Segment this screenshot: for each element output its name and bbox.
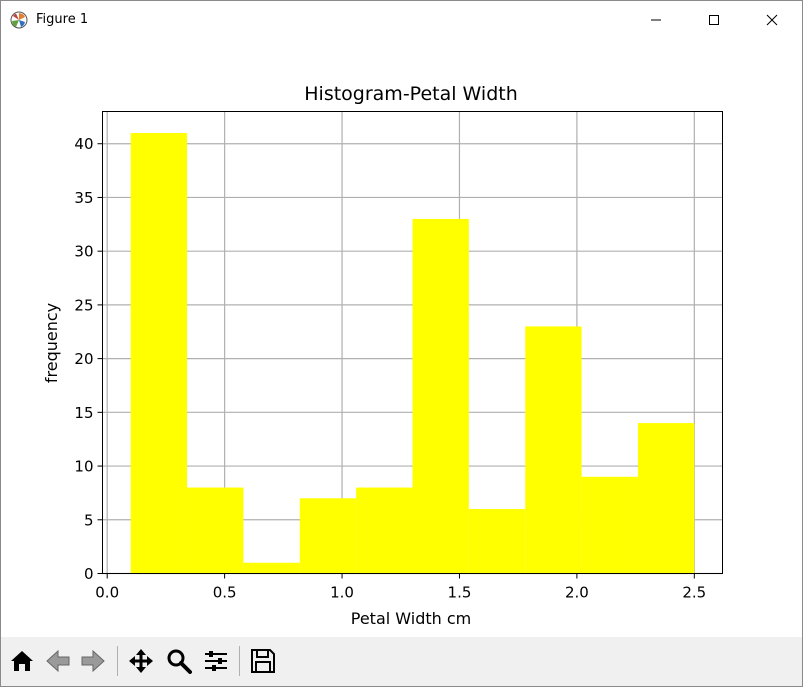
x-tick-label: 0.0 [95,584,119,602]
save-button[interactable] [246,644,280,678]
close-button[interactable] [743,1,801,39]
x-tick-label: 2.0 [565,584,589,602]
matplotlib-app-icon [10,11,28,29]
back-button[interactable] [41,644,75,678]
histogram-bar [525,326,582,574]
forward-button[interactable] [76,644,110,678]
maximize-icon [709,15,719,25]
histogram-bar [468,509,526,574]
y-tick-label: 25 [74,296,93,314]
minimize-button[interactable] [627,1,685,39]
y-tick-label: 20 [74,350,93,368]
histogram-bars [130,132,695,574]
y-tick-label: 35 [74,189,93,207]
y-tick-label: 10 [74,458,93,476]
configure-subplots-button[interactable] [199,644,233,678]
pan-icon [129,649,153,673]
histogram-chart: Histogram-Petal Width Petal Width cm fre… [42,83,723,628]
y-tick-label: 5 [84,511,94,529]
x-tick-label: 1.0 [330,584,354,602]
chart-title: Histogram-Petal Width [304,83,518,105]
navigation-toolbar [1,637,802,686]
back-arrow-icon [46,649,70,673]
zoom-icon [167,649,192,674]
close-icon [766,14,778,26]
histogram-bar [412,218,469,574]
zoom-button[interactable] [162,644,196,678]
axis-ticks: 0.0 0.5 1.0 1.5 2.0 2.5 0 5 10 15 20 25 30 35 40 [74,135,706,601]
save-icon [251,649,275,673]
forward-arrow-icon [81,649,105,673]
pan-button[interactable] [124,644,158,678]
x-tick-label: 1.5 [448,584,472,602]
x-tick-label: 2.5 [682,584,706,602]
histogram-bar [637,423,695,574]
subplots-icon [205,651,227,671]
histogram-bar [299,498,357,574]
x-axis-label: Petal Width cm [351,609,471,628]
window-title: Figure 1 [36,12,89,27]
toolbar-separator [239,646,240,676]
histogram-bar [356,487,413,574]
histogram-bar [187,487,244,574]
minimize-icon [651,19,661,21]
home-icon [11,651,33,671]
y-tick-label: 15 [74,404,93,422]
y-tick-label: 40 [74,135,93,153]
y-tick-label: 0 [84,565,94,583]
histogram-bar [581,476,638,574]
title-bar: Figure 1 [1,1,802,39]
plot-area-frame [102,111,723,574]
home-button[interactable] [5,644,39,678]
y-tick-label: 30 [74,243,93,261]
x-tick-label: 0.5 [213,584,237,602]
y-axis-label: frequency [42,303,61,383]
histogram-bar [243,562,300,574]
maximize-button[interactable] [685,1,743,39]
histogram-bar [130,132,188,574]
figure-canvas[interactable]: Histogram-Petal Width Petal Width cm fre… [1,39,802,637]
toolbar-separator [117,646,118,676]
